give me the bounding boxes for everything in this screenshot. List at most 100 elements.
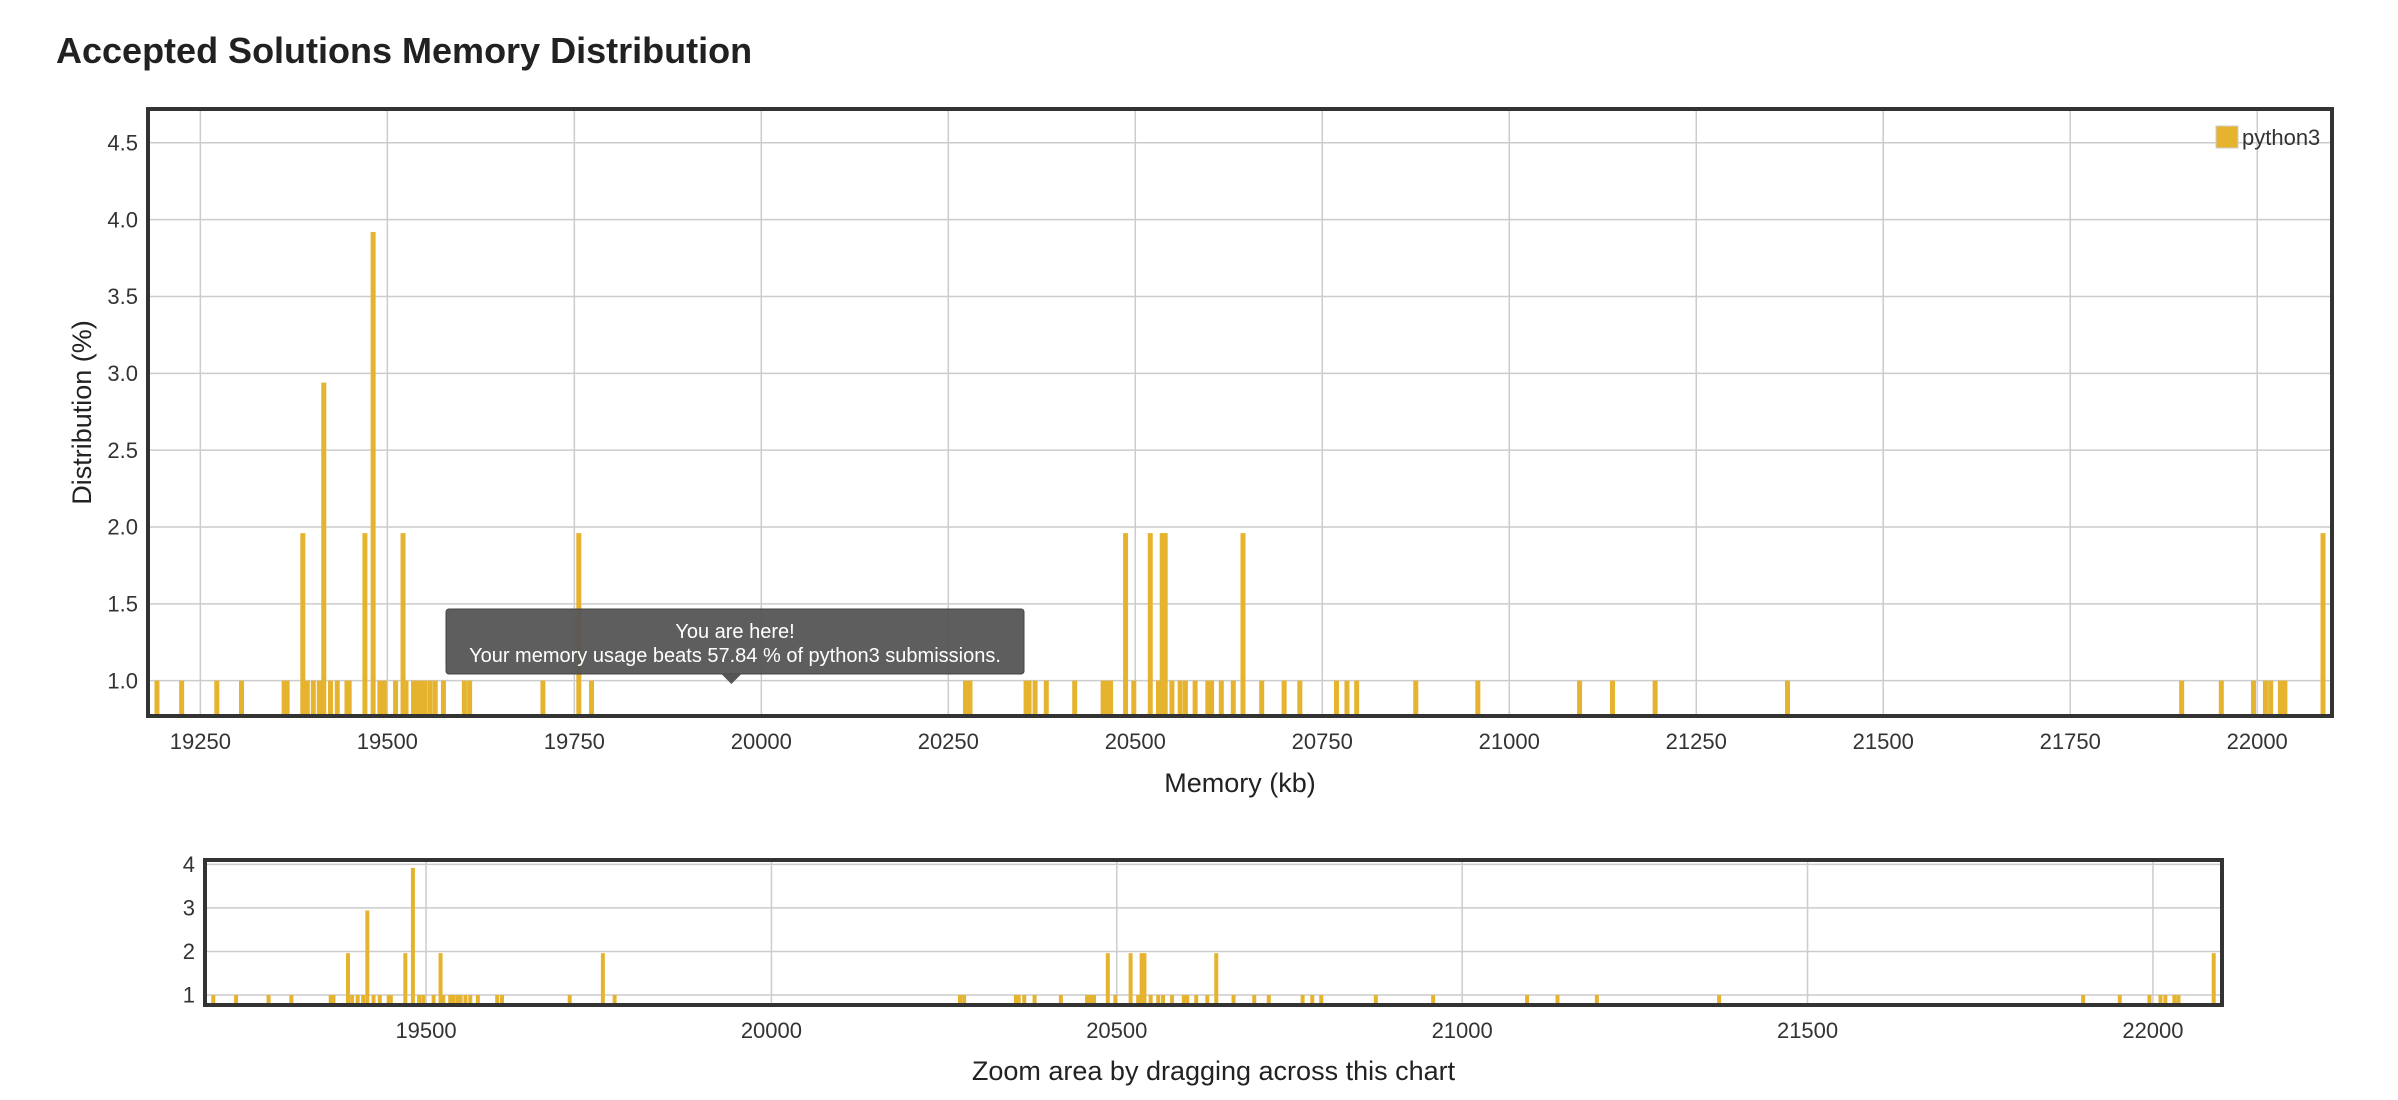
bar[interactable]	[310, 680, 316, 716]
bar[interactable]	[370, 231, 376, 716]
bar[interactable]	[1181, 994, 1186, 1005]
bar[interactable]	[362, 533, 368, 716]
bar[interactable]	[1139, 953, 1144, 1005]
bar[interactable]	[346, 680, 352, 716]
bar[interactable]	[1128, 953, 1133, 1005]
bar[interactable]	[1058, 994, 1063, 1005]
bar[interactable]	[495, 994, 500, 1005]
bar[interactable]	[2117, 994, 2122, 1005]
overview-chart-bars[interactable]	[211, 867, 2216, 1005]
bar[interactable]	[1022, 994, 1027, 1005]
bar[interactable]	[388, 994, 393, 1005]
bar[interactable]	[321, 382, 327, 716]
bar[interactable]	[1100, 680, 1106, 716]
bar[interactable]	[2268, 680, 2274, 716]
bar[interactable]	[451, 994, 456, 1005]
bar[interactable]	[2277, 680, 2283, 716]
bar[interactable]	[419, 680, 425, 716]
bar[interactable]	[2211, 953, 2216, 1005]
bar[interactable]	[1594, 994, 1599, 1005]
bar[interactable]	[1652, 680, 1658, 716]
bar[interactable]	[1354, 680, 1360, 716]
bar[interactable]	[304, 680, 310, 716]
bar[interactable]	[461, 680, 467, 716]
bar[interactable]	[1310, 994, 1315, 1005]
bar[interactable]	[350, 994, 355, 1005]
bar[interactable]	[475, 994, 480, 1005]
bar[interactable]	[2179, 680, 2185, 716]
bar[interactable]	[500, 994, 505, 1005]
bar[interactable]	[567, 994, 572, 1005]
bar[interactable]	[1155, 680, 1161, 716]
bar[interactable]	[1577, 680, 1583, 716]
bar[interactable]	[361, 994, 366, 1005]
bar[interactable]	[1297, 680, 1303, 716]
bar[interactable]	[400, 533, 406, 716]
bar[interactable]	[957, 994, 962, 1005]
bar[interactable]	[1784, 680, 1790, 716]
bar[interactable]	[2282, 680, 2288, 716]
bar[interactable]	[1105, 953, 1110, 1005]
bar[interactable]	[967, 680, 973, 716]
bar[interactable]	[381, 680, 387, 716]
bar[interactable]	[1214, 953, 1219, 1005]
bar[interactable]	[1113, 994, 1118, 1005]
bar[interactable]	[1142, 953, 1147, 1005]
bar[interactable]	[2172, 994, 2177, 1005]
bar[interactable]	[179, 680, 185, 716]
bar[interactable]	[284, 680, 290, 716]
bar[interactable]	[422, 680, 428, 716]
bar[interactable]	[1231, 994, 1236, 1005]
bar[interactable]	[1136, 994, 1141, 1005]
bar[interactable]	[1023, 680, 1029, 716]
bar[interactable]	[1159, 533, 1165, 716]
bar[interactable]	[1525, 994, 1530, 1005]
bar[interactable]	[410, 867, 415, 1005]
bar[interactable]	[421, 994, 426, 1005]
bar[interactable]	[455, 994, 460, 1005]
bar[interactable]	[211, 994, 216, 1005]
bar[interactable]	[1209, 680, 1215, 716]
bar[interactable]	[1108, 680, 1114, 716]
bar[interactable]	[1043, 680, 1049, 716]
bar[interactable]	[1717, 994, 1722, 1005]
bar[interactable]	[467, 680, 473, 716]
bar[interactable]	[1413, 680, 1419, 716]
bar[interactable]	[1319, 994, 1324, 1005]
overview-chart-frame[interactable]	[203, 858, 2224, 1007]
bar[interactable]	[365, 910, 370, 1005]
bar[interactable]	[403, 680, 409, 716]
bar[interactable]	[438, 953, 443, 1005]
bar[interactable]	[1205, 680, 1211, 716]
bar[interactable]	[1266, 994, 1271, 1005]
bar[interactable]	[154, 680, 160, 716]
bar[interactable]	[300, 533, 306, 716]
bar[interactable]	[1205, 994, 1210, 1005]
bar[interactable]	[414, 680, 420, 716]
bar[interactable]	[1194, 994, 1199, 1005]
bar[interactable]	[2262, 680, 2268, 716]
bar[interactable]	[371, 994, 376, 1005]
bar[interactable]	[1344, 680, 1350, 716]
bar[interactable]	[1131, 680, 1137, 716]
bar[interactable]	[331, 994, 336, 1005]
bar[interactable]	[1240, 533, 1246, 716]
bar[interactable]	[1072, 680, 1078, 716]
bar[interactable]	[458, 994, 463, 1005]
bar[interactable]	[589, 680, 595, 716]
bar[interactable]	[540, 680, 546, 716]
bar[interactable]	[1104, 680, 1110, 716]
bar[interactable]	[432, 680, 438, 716]
bar[interactable]	[2163, 994, 2168, 1005]
bar[interactable]	[2218, 680, 2224, 716]
bar[interactable]	[1182, 680, 1188, 716]
bar[interactable]	[1177, 680, 1183, 716]
bar[interactable]	[1555, 994, 1560, 1005]
bar[interactable]	[1162, 533, 1168, 716]
bar[interactable]	[2320, 533, 2326, 716]
bar[interactable]	[1300, 994, 1305, 1005]
bar[interactable]	[2158, 994, 2163, 1005]
bar[interactable]	[1170, 994, 1175, 1005]
bar[interactable]	[1156, 994, 1161, 1005]
bar[interactable]	[431, 994, 436, 1005]
